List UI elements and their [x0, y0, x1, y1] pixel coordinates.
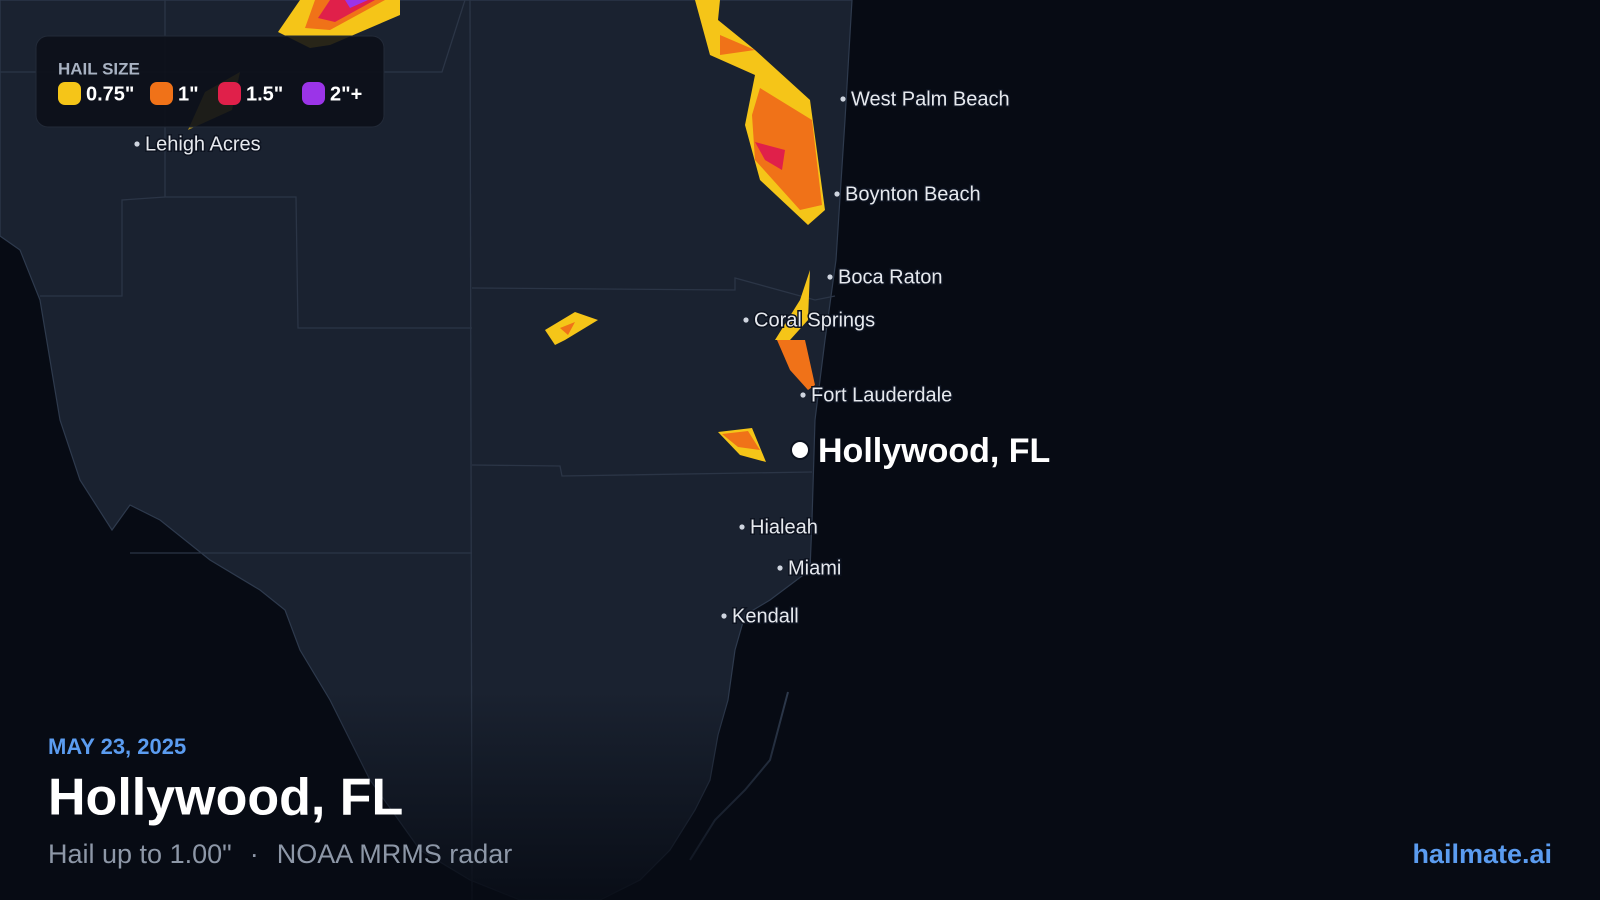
source: NOAA MRMS radar: [277, 839, 513, 869]
city-label: Hialeah: [750, 516, 818, 538]
footer-shade: [0, 690, 1600, 900]
city-dot: [840, 96, 846, 102]
marker-label: Hollywood, FL: [818, 432, 1050, 470]
legend-label: 0.75": [86, 83, 134, 105]
legend-swatch: [150, 82, 173, 105]
legend-items: 0.75" 1" 1.5" 2"+: [58, 82, 362, 105]
city-dot: [827, 274, 833, 280]
hail-swaths: [188, 0, 825, 462]
city-dot: [777, 565, 783, 571]
city-label: Boynton Beach: [845, 183, 981, 205]
city-label: West Palm Beach: [851, 88, 1010, 110]
brand: hailmate.ai: [1412, 839, 1552, 869]
city-label: Miami: [788, 557, 841, 579]
city-dot: [743, 317, 749, 323]
subtitle: Hail up to 1.00" · NOAA MRMS radar: [48, 839, 512, 869]
city-label: Fort Lauderdale: [811, 384, 952, 406]
city-dot: [739, 524, 745, 530]
legend-swatch: [58, 82, 81, 105]
city-dot: [134, 141, 140, 147]
title: Hollywood, FL: [48, 769, 403, 827]
legend-label: 1": [178, 83, 199, 105]
legend-label: 1.5": [246, 83, 283, 105]
city-labels: West Palm Beach Boynton Beach Boca Raton Co…: [134, 87, 1011, 629]
city-dot: [834, 191, 840, 197]
separator: ·: [250, 839, 259, 869]
legend-label: 2"+: [330, 83, 362, 105]
county-lines: [0, 0, 836, 900]
land: [0, 0, 853, 900]
city-dot: [721, 613, 727, 619]
legend-swatch: [218, 82, 241, 105]
city-label: Boca Raton: [838, 266, 943, 288]
date: MAY 23, 2025: [48, 734, 186, 759]
location-marker: [790, 440, 810, 460]
legend-swatch: [302, 82, 325, 105]
city-dot: [800, 392, 806, 398]
hail-max: Hail up to 1.00": [48, 839, 232, 869]
city-label: Coral Springs: [754, 309, 875, 331]
legend-title: HAIL SIZE: [58, 59, 140, 78]
city-label: Lehigh Acres: [145, 133, 261, 155]
city-label: Kendall: [732, 605, 799, 627]
legend: [35, 35, 385, 128]
